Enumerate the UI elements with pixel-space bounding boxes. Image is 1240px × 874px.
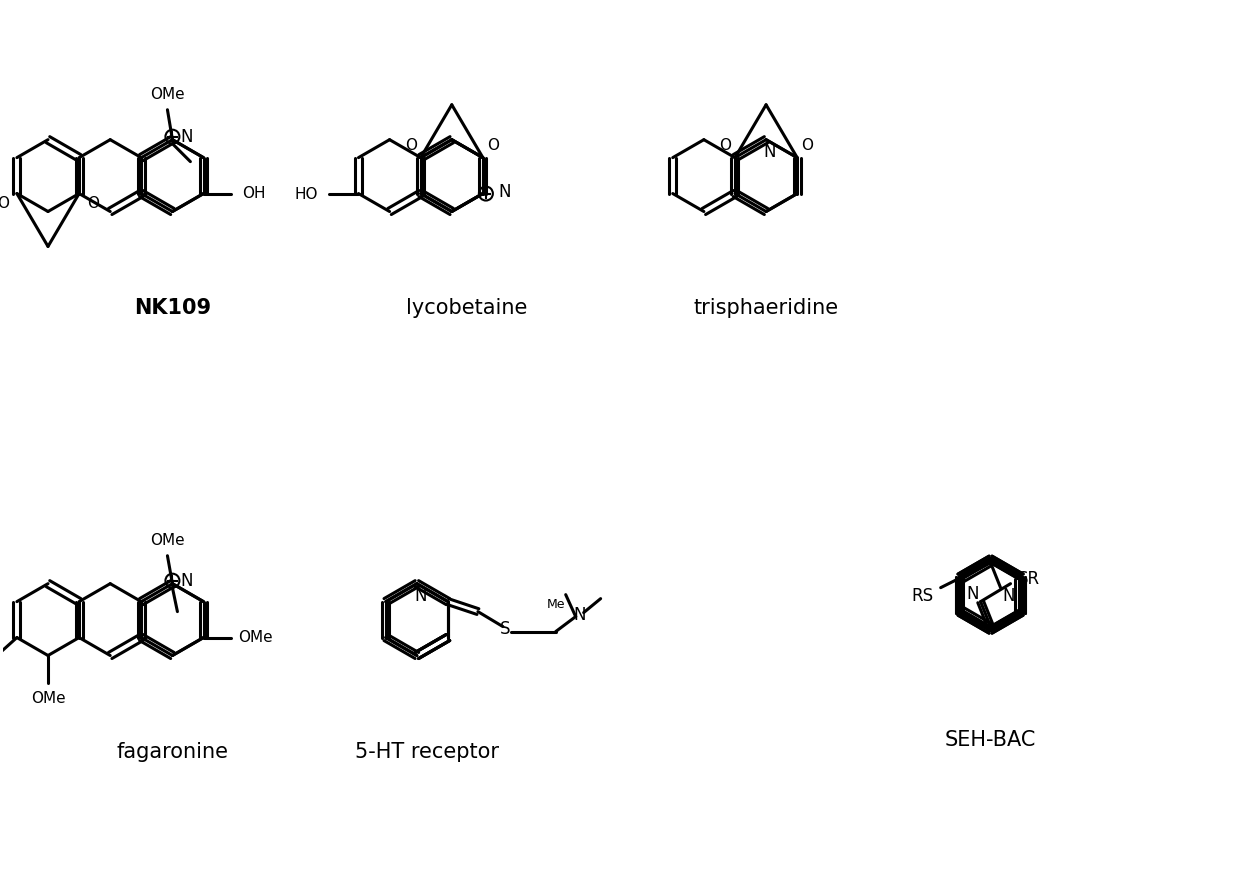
Text: O: O xyxy=(404,138,417,153)
Text: N: N xyxy=(1002,586,1014,605)
Text: 5-HT receptor: 5-HT receptor xyxy=(355,742,498,762)
Text: O: O xyxy=(487,138,498,153)
Text: OMe: OMe xyxy=(31,691,66,706)
Text: SR: SR xyxy=(1017,570,1039,587)
Text: N: N xyxy=(414,586,427,605)
Text: O: O xyxy=(87,196,99,211)
Text: NK109: NK109 xyxy=(134,298,211,318)
Text: O: O xyxy=(801,138,813,153)
Text: S: S xyxy=(500,620,510,637)
Text: OMe: OMe xyxy=(150,533,185,548)
Text: N: N xyxy=(764,142,776,161)
Text: N: N xyxy=(180,128,192,146)
Text: Me: Me xyxy=(547,598,565,611)
Text: N: N xyxy=(966,585,978,603)
Text: RS: RS xyxy=(911,586,934,605)
Text: lycobetaine: lycobetaine xyxy=(405,298,527,318)
Text: fagaronine: fagaronine xyxy=(117,742,228,762)
Text: HO: HO xyxy=(295,187,319,202)
Text: OMe: OMe xyxy=(238,630,273,645)
Text: O: O xyxy=(0,196,9,211)
Text: O: O xyxy=(719,138,732,153)
Text: SEH-BAC: SEH-BAC xyxy=(945,731,1037,750)
Text: N: N xyxy=(180,572,192,590)
Text: OMe: OMe xyxy=(150,87,185,102)
Text: N: N xyxy=(498,183,511,200)
Text: trisphaeridine: trisphaeridine xyxy=(693,298,838,318)
Text: OH: OH xyxy=(242,186,265,201)
Text: N: N xyxy=(573,606,587,623)
